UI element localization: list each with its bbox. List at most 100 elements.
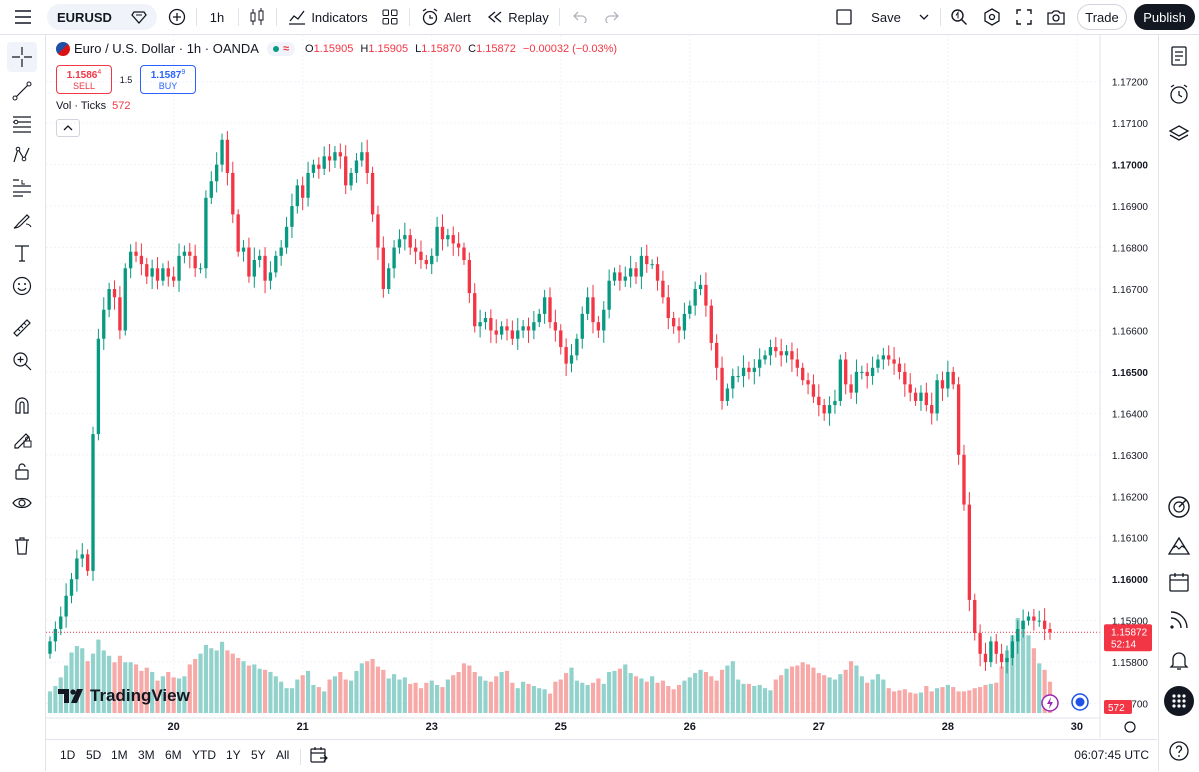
volume-bar [547, 693, 553, 713]
range-1d[interactable]: 1D [60, 748, 76, 762]
range-5y[interactable]: 5Y [251, 748, 266, 762]
quick-search-icon[interactable] [948, 4, 970, 30]
news-feed-icon[interactable] [1164, 605, 1194, 635]
volume-bar [870, 679, 875, 713]
unlock-icon[interactable] [7, 456, 37, 486]
volume-bar [424, 682, 429, 713]
candle-body [548, 297, 552, 323]
volume-bar [107, 655, 112, 713]
volume-bar [187, 664, 192, 713]
ruler-icon[interactable] [7, 313, 37, 343]
alarm-clock-icon[interactable] [1164, 79, 1194, 109]
candle-body [956, 384, 961, 455]
tradingview-logo[interactable]: TradingView [58, 686, 190, 706]
sell-button[interactable]: 1.15864 SELL [56, 65, 112, 94]
candle-body [171, 276, 176, 281]
fullscreen-icon[interactable] [1013, 4, 1035, 30]
magnet-icon[interactable] [7, 390, 37, 420]
settings-icon[interactable] [981, 4, 1003, 30]
volume-bar [805, 664, 811, 713]
change-value: −0.00032 (−0.03%) [522, 42, 618, 55]
candle-body [128, 251, 133, 269]
publish-button[interactable]: Publish [1134, 4, 1195, 30]
volume-bar [365, 661, 370, 713]
volume-bar [886, 688, 891, 713]
high-value: 1.15905 [368, 42, 409, 55]
replay-button[interactable]: Replay [487, 4, 549, 30]
undo-icon[interactable] [570, 4, 590, 30]
range-1y[interactable]: 1Y [226, 748, 241, 762]
volume-bar [451, 675, 456, 713]
trend-line-icon[interactable] [7, 76, 37, 106]
range-all[interactable]: All [276, 748, 290, 762]
redo-icon[interactable] [602, 4, 622, 30]
x-axis-labels: 20 21 23 25 26 27 28 30 [168, 721, 1083, 733]
candles-icon[interactable] [246, 4, 268, 30]
alert-button[interactable]: Alert [419, 4, 473, 30]
volume-bar [1037, 663, 1042, 713]
trash-icon[interactable] [7, 531, 37, 561]
interval-button[interactable]: 1h [209, 9, 225, 25]
help-icon[interactable] [1164, 736, 1194, 766]
candle-body [973, 599, 977, 634]
notifications-bell-icon[interactable] [1164, 645, 1194, 675]
candle-body [806, 380, 810, 385]
candle-body [473, 293, 477, 327]
clock-timezone[interactable]: 06:07:45 UTC [1074, 748, 1149, 762]
emoji-icon[interactable] [7, 271, 37, 301]
ideas-compass-icon[interactable] [1164, 492, 1194, 522]
add-symbol-icon[interactable] [166, 4, 188, 30]
candle-body [688, 305, 692, 314]
layout-icon[interactable] [833, 4, 855, 30]
eye-icon[interactable] [7, 488, 37, 518]
chart-area[interactable]: 1.17200 1.17100 1.17000 1.16900 1.16800 1.167… [46, 35, 1157, 738]
candle-body [731, 376, 735, 389]
zoom-in-icon[interactable] [7, 346, 37, 376]
candle-body [827, 405, 832, 414]
y-axis-labels: 1.17200 1.17100 1.17000 1.16900 1.16800 1.167… [1112, 78, 1149, 711]
lock-drawing-icon[interactable] [7, 423, 37, 453]
candle-body [1042, 620, 1047, 629]
collapse-legend-button[interactable] [56, 119, 80, 137]
candle-body [322, 156, 326, 169]
apps-grid-icon[interactable] [1164, 686, 1194, 716]
last-price-tag [1104, 624, 1152, 652]
volume-label: Vol · Ticks [56, 100, 107, 112]
pine-mountain-icon[interactable] [1164, 530, 1194, 560]
brush-icon[interactable] [7, 205, 37, 235]
range-3m[interactable]: 3M [138, 748, 155, 762]
calendar-icon[interactable] [1164, 567, 1194, 597]
camera-icon[interactable] [1045, 4, 1067, 30]
text-tool-icon[interactable] [7, 238, 37, 268]
fib-retracement-icon[interactable] [7, 108, 37, 138]
range-1m[interactable]: 1M [111, 748, 128, 762]
range-6m[interactable]: 6M [165, 748, 182, 762]
symbol-search[interactable]: EURUSD [47, 4, 157, 30]
watchlist-icon[interactable] [1164, 41, 1194, 71]
crosshair-icon[interactable] [7, 42, 37, 72]
volume-bar [203, 644, 209, 713]
candle-body [96, 338, 101, 435]
candle-body [666, 297, 670, 319]
volume-bar [241, 661, 246, 713]
market-status[interactable]: ≈ [266, 41, 295, 56]
goto-date-icon[interactable] [310, 746, 328, 769]
chevron-down-icon[interactable] [916, 4, 932, 30]
forecast-icon[interactable] [7, 172, 37, 202]
open-label: O [305, 42, 314, 55]
buy-button[interactable]: 1.15879 BUY [140, 65, 196, 94]
trade-button[interactable]: Trade [1077, 4, 1127, 30]
buy-price: 1.1587 [150, 70, 182, 81]
templates-icon[interactable] [380, 4, 400, 30]
save-button[interactable]: Save [871, 9, 901, 25]
volume-bar [69, 652, 74, 713]
indicators-button[interactable]: Indicators [288, 4, 368, 30]
price-chart[interactable]: 1.17200 1.17100 1.17000 1.16900 1.16800 1.167… [46, 35, 1157, 738]
patterns-icon[interactable] [7, 140, 37, 170]
range-ytd[interactable]: YTD [192, 748, 216, 762]
candle-body [467, 259, 472, 294]
layers-icon[interactable] [1164, 119, 1194, 149]
menu-icon[interactable] [10, 4, 36, 30]
candle-body [559, 330, 563, 348]
range-5d[interactable]: 5D [86, 748, 102, 762]
